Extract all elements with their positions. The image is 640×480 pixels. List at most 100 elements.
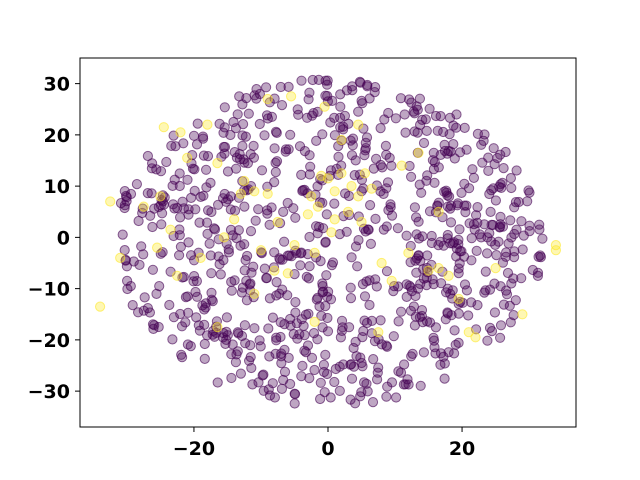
scatter-point-purple — [247, 379, 258, 390]
scatter-point-yellow — [229, 214, 240, 225]
scatter-point-yellow — [262, 188, 273, 199]
scatter-point-purple — [249, 323, 260, 334]
scatter-point-purple — [146, 188, 157, 199]
scatter-point-purple — [205, 250, 216, 261]
scatter-point-purple — [513, 196, 524, 208]
scatter-point-yellow — [302, 209, 313, 220]
scatter-point-purple — [491, 250, 502, 261]
scatter-point-purple — [511, 224, 522, 235]
scatter-point-purple — [508, 310, 519, 321]
scatter-point-purple — [367, 397, 379, 408]
scatter-point-purple — [495, 320, 507, 331]
scatter-point-purple — [322, 326, 334, 337]
scatter-point-purple — [305, 161, 316, 172]
scatter-point-purple — [317, 129, 328, 140]
scatter-point-purple — [204, 238, 215, 249]
scatter-point-purple — [199, 353, 210, 364]
scatter-point-purple — [375, 315, 386, 326]
scatter-point-purple — [234, 154, 246, 165]
scatter-point-purple — [291, 318, 302, 329]
scatter-point-purple — [147, 221, 158, 233]
y-tick-label: −30 — [28, 381, 70, 403]
scatter-point-purple — [170, 141, 181, 152]
scatter-point-purple — [459, 122, 470, 134]
scatter-point-purple — [147, 158, 158, 169]
scatter-point-purple — [453, 268, 464, 279]
scatter-point-purple — [155, 248, 166, 259]
scatter-point-yellow — [373, 327, 384, 338]
scatter-point-purple — [187, 150, 198, 161]
scatter-point-purple — [335, 112, 346, 123]
scatter-point-purple — [390, 113, 401, 124]
scatter-point-purple — [245, 340, 256, 351]
scatter-point-purple — [288, 203, 299, 214]
scatter-point-purple — [322, 312, 333, 324]
scatter-point-yellow — [255, 245, 267, 256]
scatter-point-purple — [276, 100, 288, 111]
scatter-point-purple — [416, 187, 427, 198]
scatter-point-purple — [347, 81, 358, 92]
scatter-point-purple — [175, 308, 186, 320]
scatter-point-purple — [387, 210, 398, 221]
scatter-point-purple — [191, 139, 203, 150]
scatter-point-purple — [396, 306, 407, 317]
scatter-point-purple — [517, 244, 528, 255]
scatter-point-purple — [371, 180, 382, 191]
scatter-point-purple — [435, 359, 446, 370]
scatter-point-purple — [358, 123, 369, 134]
scatter-point-purple — [134, 259, 145, 270]
scatter-point-purple — [290, 297, 301, 308]
scatter-point-purple — [430, 348, 441, 359]
scatter-point-yellow — [336, 134, 347, 146]
scatter-point-purple — [508, 252, 520, 263]
scatter-point-purple — [495, 149, 506, 160]
scatter-point-purple — [151, 288, 162, 299]
scatter-point-purple — [222, 194, 234, 205]
scatter-point-purple — [218, 255, 229, 266]
scatter-point-purple — [303, 308, 314, 319]
scatter-point-purple — [378, 224, 389, 235]
scatter-point-purple — [239, 201, 250, 212]
scatter-point-purple — [213, 234, 224, 245]
scatter-point-purple — [451, 122, 462, 133]
scatter-point-yellow — [282, 268, 293, 279]
scatter-point-purple — [489, 307, 500, 318]
scatter-point-purple — [459, 279, 471, 290]
scatter-point-yellow — [312, 201, 323, 212]
scatter-point-purple — [459, 178, 470, 189]
scatter-point-purple — [375, 123, 386, 134]
scatter-point-purple — [186, 250, 197, 261]
scatter-point-purple — [516, 216, 527, 227]
scatter-point-purple — [296, 371, 307, 382]
scatter-point-purple — [471, 245, 482, 256]
scatter-point-purple — [365, 200, 376, 211]
scatter-point-purple — [248, 140, 259, 151]
scatter-point-purple — [361, 317, 373, 329]
scatter-point-purple — [192, 118, 203, 129]
scatter-point-purple — [321, 270, 332, 281]
scatter-point-purple — [191, 276, 202, 287]
scatter-point-purple — [415, 119, 426, 131]
scatter-point-purple — [282, 290, 293, 301]
scatter-point-purple — [472, 202, 483, 213]
scatter-point-purple — [315, 377, 326, 388]
scatter-point-yellow — [172, 270, 183, 281]
scatter-point-purple — [468, 219, 480, 230]
scatter-point-purple — [188, 130, 200, 141]
scatter-point-purple — [185, 341, 196, 352]
scatter-point-purple — [226, 372, 237, 384]
scatter-point-purple — [262, 113, 273, 124]
scatter-point-purple — [223, 244, 234, 255]
scatter-point-purple — [385, 202, 396, 213]
scatter-point-yellow — [262, 93, 273, 105]
scatter-point-purple — [335, 101, 346, 112]
scatter-point-purple — [156, 219, 167, 230]
scatter-point-purple — [501, 289, 513, 300]
scatter-point-purple — [226, 285, 237, 296]
scatter-point-yellow — [550, 245, 562, 256]
scatter-point-purple — [522, 196, 533, 207]
scatter-point-purple — [412, 283, 424, 294]
scatter-point-purple — [364, 299, 375, 311]
scatter-point-purple — [350, 155, 361, 166]
scatter-point-purple — [459, 200, 470, 211]
